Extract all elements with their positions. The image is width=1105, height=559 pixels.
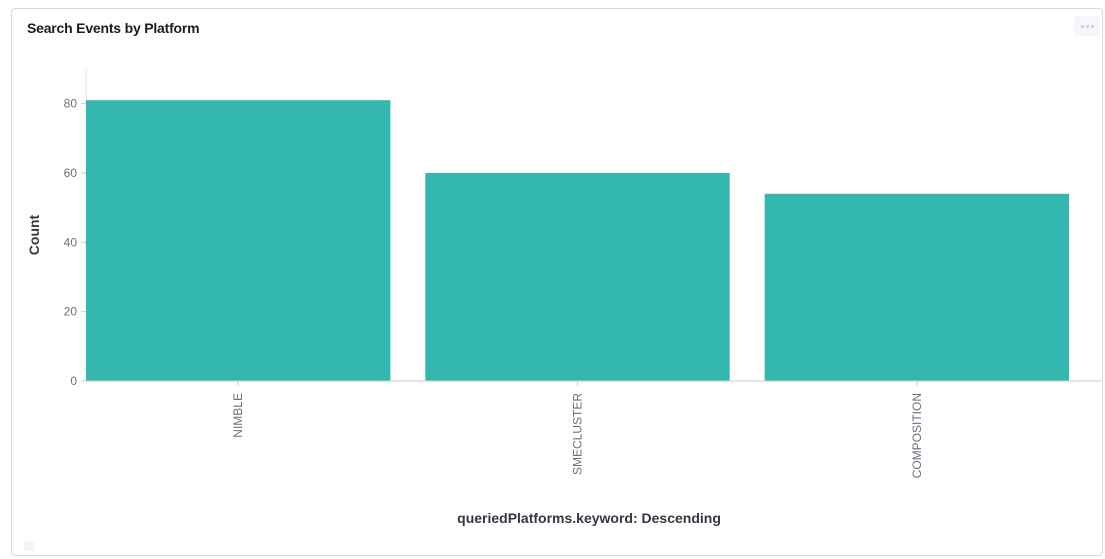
- x-tick-label: COMPOSITION: [910, 393, 924, 478]
- x-axis: NIMBLE SMECLUSTER COMPOSITION: [86, 380, 1102, 478]
- ellipsis-icon: [1085, 24, 1089, 28]
- resize-handle[interactable]: [24, 541, 34, 551]
- y-tick-label: 80: [64, 97, 78, 111]
- panel-title: Search Events by Platform: [27, 20, 200, 36]
- y-axis: 0 20 40 60 80: [64, 69, 87, 388]
- y-tick-label: 60: [64, 166, 78, 180]
- y-tick-label: 20: [64, 305, 78, 319]
- bars-group: [86, 100, 1069, 381]
- y-tick-label: 0: [70, 374, 77, 388]
- x-axis-label: queriedPlatforms.keyword: Descending: [457, 510, 721, 526]
- y-tick-label: 40: [64, 235, 78, 249]
- bar-nimble[interactable]: [86, 100, 391, 381]
- y-axis-label: Count: [26, 214, 42, 255]
- visualization-panel: Search Events by Platform 0 20 40 60 80 NIMB…: [11, 8, 1103, 556]
- x-tick-label: SMECLUSTER: [571, 393, 585, 475]
- bar-chart: 0 20 40 60 80 NIMBLE SMECLUSTER COMPOSITION Co…: [26, 69, 1102, 526]
- x-tick-label: NIMBLE: [231, 393, 245, 438]
- bar-composition[interactable]: [764, 193, 1069, 381]
- ellipsis-icon: [1090, 24, 1094, 28]
- ellipsis-icon: [1080, 24, 1084, 28]
- panel-options-button[interactable]: [1074, 16, 1100, 36]
- bar-smecluster[interactable]: [425, 173, 730, 381]
